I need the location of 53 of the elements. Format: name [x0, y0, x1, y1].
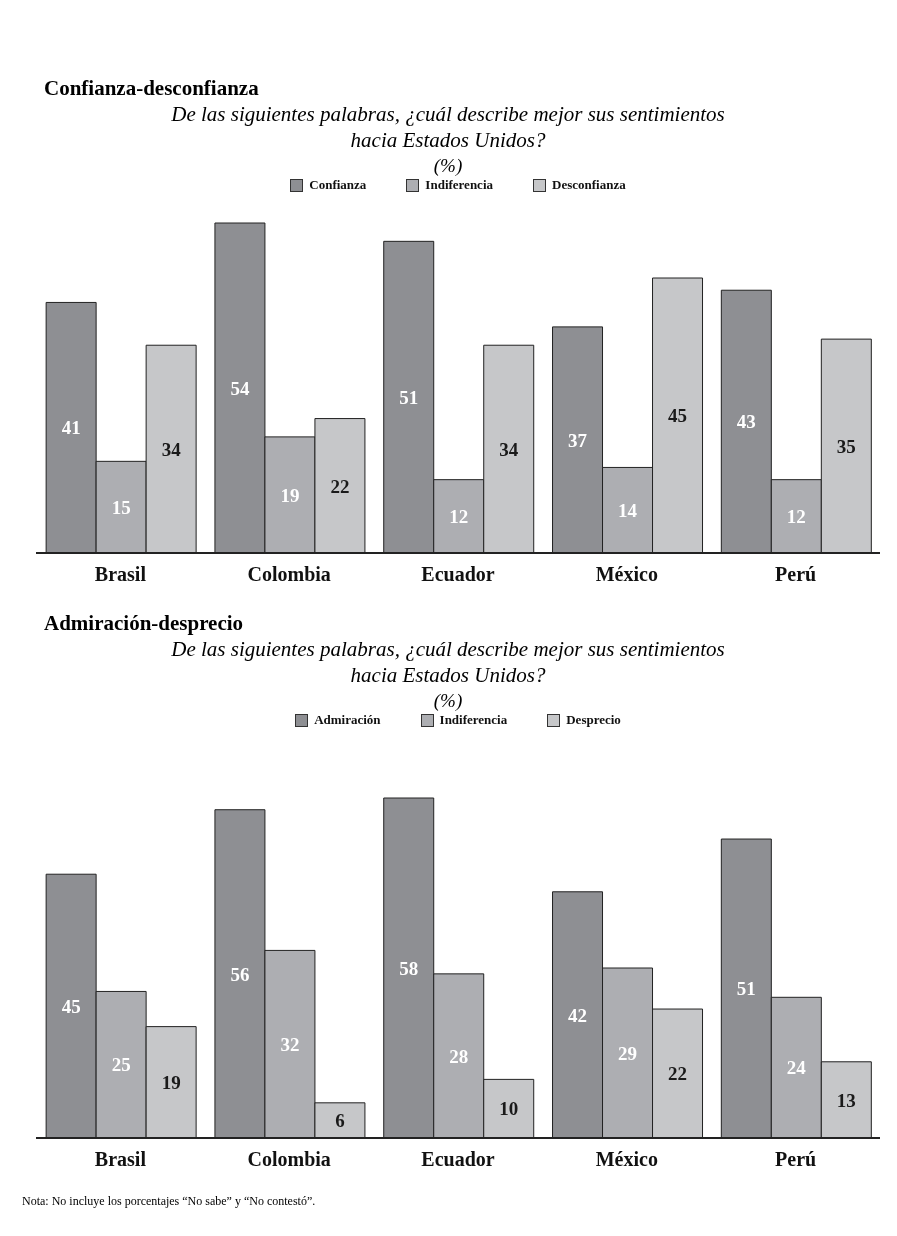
legend-label: Confianza [308, 177, 367, 193]
data-label: 25 [111, 1054, 131, 1076]
y-axis-title: (%) [432, 155, 464, 177]
data-label: 34 [161, 438, 182, 460]
data-label: 43 [736, 411, 756, 433]
x-tick-label: México [595, 1148, 658, 1171]
data-label: 32 [280, 1033, 300, 1055]
chart-subtitle: De las siguientes palabras, ¿cuál describe mejor sus sentimientos hacia Estados Unidos? [170, 101, 726, 153]
x-tick-label: México [595, 563, 658, 586]
data-label: 28 [449, 1045, 469, 1067]
data-label: 22 [330, 475, 350, 497]
x-tick-label: Ecuador [421, 563, 495, 586]
legend-label: Indiferencia [438, 712, 508, 728]
data-label: 19 [280, 484, 300, 506]
data-label: 41 [61, 417, 81, 439]
y-axis-title: (%) [432, 690, 464, 712]
data-label: 12 [449, 506, 469, 528]
data-label: 19 [161, 1072, 181, 1094]
data-label: 51 [399, 386, 419, 408]
legend-label: Desprecio [565, 712, 621, 728]
chart-title: Confianza-desconfianza [44, 76, 260, 101]
data-label: 42 [568, 1004, 588, 1026]
data-label: 12 [786, 506, 806, 528]
data-label: 10 [499, 1098, 519, 1120]
legend-label: Admiración [313, 712, 381, 728]
data-label: 56 [230, 963, 250, 985]
data-label: 22 [668, 1063, 688, 1085]
x-tick-label: Colombia [247, 563, 331, 586]
x-tick-label: Colombia [247, 1148, 331, 1171]
data-label: 6 [335, 1110, 345, 1132]
chart-title: Admiración-desprecio [44, 611, 245, 636]
data-label: 24 [786, 1057, 807, 1079]
text: Nota: No incluye los porcentajes “No sabe” y “No contestó”. [22, 1194, 317, 1209]
data-label: 14 [618, 499, 638, 521]
chart-subtitle: De las siguientes palabras, ¿cuál describe mejor sus sentimientos hacia Estados Unidos? [170, 636, 726, 688]
data-label: 29 [618, 1042, 638, 1064]
data-label: 58 [399, 957, 419, 979]
data-label: 54 [230, 377, 250, 399]
data-label: 45 [61, 995, 81, 1017]
data-label: 13 [836, 1089, 856, 1111]
x-tick-label: Perú [775, 563, 817, 586]
legend-label: Desconfianza [551, 177, 626, 193]
x-tick-label: Brasil [94, 563, 147, 586]
data-label: 35 [836, 435, 856, 457]
data-label: 15 [111, 496, 131, 518]
data-label: 51 [736, 978, 756, 1000]
data-label: 37 [568, 429, 588, 451]
x-tick-label: Brasil [94, 1148, 147, 1171]
x-tick-label: Ecuador [421, 1148, 495, 1171]
x-tick-label: Perú [775, 1148, 817, 1171]
legend-label: Indiferencia [424, 177, 494, 193]
data-label: 34 [499, 438, 519, 460]
data-label: 45 [668, 405, 688, 427]
